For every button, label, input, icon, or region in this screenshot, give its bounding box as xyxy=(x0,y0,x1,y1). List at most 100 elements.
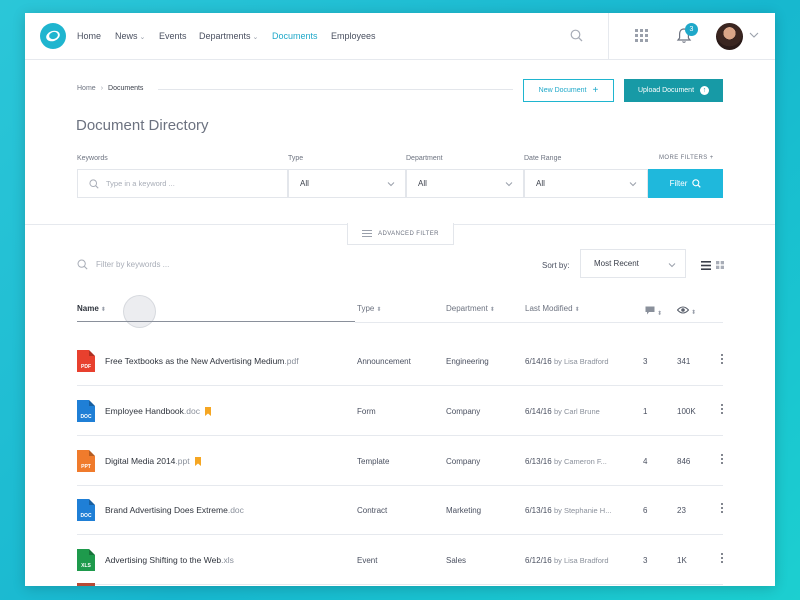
sort-by-label: Sort by: xyxy=(542,261,570,270)
nav-item-departments[interactable]: Departments ⌄ xyxy=(199,31,258,41)
date-range-select-value: All xyxy=(536,179,545,188)
nav-item-label: Employees xyxy=(331,31,376,41)
upload-document-button[interactable]: Upload Document ↑ xyxy=(624,79,723,102)
pdf-file-icon: PDF xyxy=(77,350,95,372)
eye-icon xyxy=(676,306,690,314)
sort-arrows-icon: ⬍ xyxy=(574,307,580,313)
bookmark-icon[interactable] xyxy=(194,456,201,466)
file-name[interactable]: Employee Handbook .doc xyxy=(105,406,211,416)
header-divider xyxy=(355,322,723,323)
column-header-type[interactable]: Type ⬍ xyxy=(357,304,381,313)
file-name[interactable]: Advertising Shifting to the Web .xls xyxy=(105,555,234,565)
table-row[interactable]: PDF Free Textbooks as the New Advertisin… xyxy=(77,336,723,386)
sort-arrows-icon: ⬍ xyxy=(376,307,382,313)
nav-item-label: Home xyxy=(77,31,102,41)
breadcrumb-home[interactable]: Home xyxy=(77,85,96,92)
chevron-down-icon xyxy=(505,182,513,187)
filter-button[interactable]: Filter xyxy=(648,169,723,198)
column-header-comments[interactable]: ⬍ xyxy=(645,306,662,317)
search-icon xyxy=(89,178,99,189)
more-options-icon[interactable] xyxy=(721,503,724,515)
table-row[interactable]: DOC Employee Handbook .doc Form Company 6… xyxy=(77,386,723,436)
chevron-down-icon: ⌄ xyxy=(139,34,146,41)
list-filter-input[interactable]: Filter by keywords ... xyxy=(77,259,169,270)
modified-by: by Lisa Bradford xyxy=(553,556,609,565)
modified-by: by Stephanie H... xyxy=(553,506,612,515)
modified-date: 6/12/16 xyxy=(525,556,552,565)
keywords-label: Keywords xyxy=(77,155,108,162)
nav-item-employees[interactable]: Employees xyxy=(331,31,376,41)
column-header-type-label: Type xyxy=(357,304,375,313)
sort-select[interactable]: Most Recent xyxy=(580,249,686,278)
column-header-modified[interactable]: Last Modified ⬍ xyxy=(525,304,580,313)
doc-file-icon: DOC xyxy=(77,400,95,422)
nav-item-home[interactable]: Home xyxy=(77,31,101,41)
more-options-icon[interactable] xyxy=(721,354,724,366)
more-filters-link[interactable]: MORE FILTERS + xyxy=(659,155,714,161)
modified-date: 6/14/16 xyxy=(525,357,552,366)
file-icon xyxy=(77,583,95,586)
grid-view-icon[interactable] xyxy=(716,261,724,269)
filter-button-label: Filter xyxy=(669,179,688,188)
upload-arrow-icon: ↑ xyxy=(700,86,710,95)
sort-arrows-icon: ⬍ xyxy=(100,307,106,313)
type-select[interactable]: All xyxy=(288,169,406,198)
column-header-department[interactable]: Department ⬍ xyxy=(446,304,495,313)
advanced-filter-toggle[interactable]: ADVANCED FILTER xyxy=(347,223,454,245)
nav-item-label: Departments xyxy=(199,31,251,41)
more-options-icon[interactable] xyxy=(721,553,724,565)
table-row[interactable]: PPT Digital Media 2014 .ppt Template Comp… xyxy=(77,436,723,486)
search-icon[interactable] xyxy=(570,29,583,42)
type-label: Type xyxy=(288,155,304,162)
notification-badge: 3 xyxy=(685,23,698,36)
column-header-name[interactable]: Name ⬍ xyxy=(77,304,106,313)
nav-item-label: News xyxy=(115,31,138,41)
keyword-search-input[interactable]: Type in a keyword ... xyxy=(77,169,288,198)
file-name[interactable]: Brand Advertising Does Extreme .doc xyxy=(105,505,244,515)
table-row[interactable]: DOC Brand Advertising Does Extreme .doc C… xyxy=(77,485,723,535)
modified-by: by Carl Brune xyxy=(553,407,600,416)
file-name[interactable]: Digital Media 2014 .ppt xyxy=(105,456,201,466)
department-select[interactable]: All xyxy=(406,169,524,198)
table-row[interactable]: XLS Advertising Shifting to the Web .xls … xyxy=(77,535,723,585)
bookmark-icon[interactable] xyxy=(205,406,211,416)
document-type: Form xyxy=(357,407,376,416)
file-name[interactable]: Free Textbooks as the New Advertising Me… xyxy=(105,356,299,366)
file-name-text: Brand Advertising Does Extreme xyxy=(105,505,228,515)
comment-count: 6 xyxy=(643,506,648,515)
breadcrumb: Home › Documents xyxy=(77,85,143,92)
last-modified: 6/14/16 by Lisa Bradford xyxy=(525,357,609,366)
breadcrumb-separator-icon: › xyxy=(100,85,104,92)
nav-item-news[interactable]: News ⌄ xyxy=(115,31,145,41)
file-extension: .xls xyxy=(221,555,234,565)
sort-arrows-icon: ⬍ xyxy=(657,311,663,317)
active-sort-underline xyxy=(77,321,355,322)
more-options-icon[interactable] xyxy=(721,404,724,416)
user-avatar[interactable] xyxy=(716,23,743,50)
comment-icon xyxy=(645,306,655,315)
upload-document-label: Upload Document xyxy=(637,87,695,94)
last-modified: 6/12/16 by Lisa Bradford xyxy=(525,556,609,565)
nav-item-documents[interactable]: Documents xyxy=(272,31,318,41)
more-options-icon[interactable] xyxy=(721,454,724,466)
search-icon xyxy=(692,179,702,188)
file-extension: .doc xyxy=(183,406,200,416)
file-name-text: Free Textbooks as the New Advertising Me… xyxy=(105,356,285,366)
nav-item-events[interactable]: Events xyxy=(159,31,187,41)
sort-arrows-icon: ⬍ xyxy=(691,310,697,316)
top-navbar: Home News ⌄ Events Departments ⌄ Documents Empl… xyxy=(25,13,775,60)
date-range-select[interactable]: All xyxy=(524,169,648,198)
view-count: 341 xyxy=(677,357,691,366)
chevron-down-icon: ⌄ xyxy=(252,34,259,41)
app-logo[interactable] xyxy=(40,23,66,49)
plus-icon: + xyxy=(592,84,599,96)
department-label: Department xyxy=(406,155,443,162)
column-header-views[interactable]: ⬍ xyxy=(676,306,697,316)
document-type: Event xyxy=(357,556,378,565)
modified-by: by Lisa Bradford xyxy=(553,357,609,366)
file-type-label: DOC xyxy=(80,414,92,420)
chevron-down-icon[interactable] xyxy=(749,31,759,39)
list-view-icon[interactable] xyxy=(701,261,711,270)
new-document-button[interactable]: New Document + xyxy=(523,79,614,102)
apps-grid-icon[interactable] xyxy=(635,29,649,43)
